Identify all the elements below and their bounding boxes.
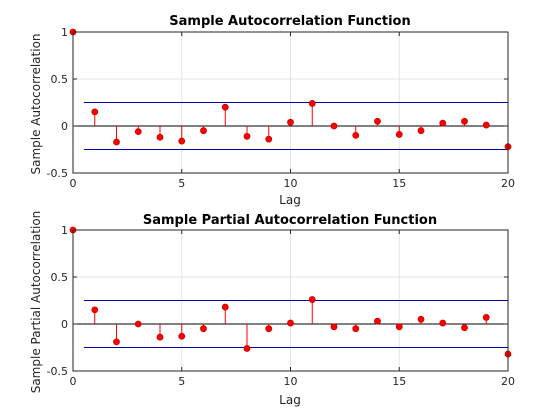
pacf-point-lag-13 bbox=[352, 325, 360, 333]
pacf-xlabel: Lag bbox=[279, 393, 301, 407]
pacf-point-lag-10 bbox=[287, 319, 294, 327]
pacf-ytick-label: 1 bbox=[61, 224, 68, 237]
acf-point-lag-2 bbox=[113, 138, 120, 146]
acf-ylabel: Sample Autocorrelation bbox=[29, 33, 43, 174]
pacf-point-lag-9 bbox=[265, 325, 273, 333]
acf-point-lag-11 bbox=[308, 100, 316, 107]
pacf-ytick-label: 0 bbox=[61, 318, 68, 331]
acf-point-lag-17 bbox=[439, 119, 447, 127]
pacf-point-lag-2 bbox=[113, 338, 120, 346]
acf-point-lag-6 bbox=[200, 127, 207, 135]
acf-point-lag-9 bbox=[265, 135, 273, 143]
pacf-point-lag-4 bbox=[156, 333, 164, 341]
acf-point-lag-7 bbox=[221, 103, 229, 111]
pacf-xtick-label: 15 bbox=[392, 375, 406, 388]
acf-point-lag-1 bbox=[91, 108, 99, 116]
acf-point-lag-8 bbox=[243, 132, 251, 140]
acf-ytick-label: 0.5 bbox=[51, 73, 69, 86]
acf-point-lag-14 bbox=[374, 117, 381, 125]
pacf-point-lag-17 bbox=[439, 319, 447, 327]
acf-point-lag-16 bbox=[417, 127, 425, 135]
acf-xtick-label: 5 bbox=[178, 177, 185, 190]
acf-ytick-label: -0.5 bbox=[47, 167, 68, 180]
acf-panel: Sample Autocorrelation Function Lag Samp… bbox=[29, 14, 515, 207]
pacf-ytick-label: 0.5 bbox=[51, 271, 69, 284]
pacf-point-lag-18 bbox=[461, 324, 468, 332]
pacf-title: Sample Partial Autocorrelation Function bbox=[143, 213, 437, 228]
pacf-point-lag-19 bbox=[482, 314, 490, 321]
acf-point-lag-5 bbox=[178, 137, 186, 145]
pacf-panel: Sample Partial Autocorrelation Function … bbox=[29, 211, 515, 407]
pacf-point-lag-7 bbox=[221, 303, 229, 311]
pacf-ytick-label: -0.5 bbox=[47, 365, 68, 378]
pacf-point-lag-15 bbox=[395, 323, 403, 331]
acf-point-lag-13 bbox=[352, 131, 360, 139]
acf-xlabel: Lag bbox=[279, 193, 301, 207]
pacf-xtick-label: 5 bbox=[178, 375, 185, 388]
acf-xtick-label: 20 bbox=[501, 177, 515, 190]
pacf-point-lag-11 bbox=[308, 296, 316, 303]
acf-xtick-label: 15 bbox=[392, 177, 406, 190]
acf-point-lag-3 bbox=[134, 128, 142, 136]
pacf-point-lag-1 bbox=[91, 306, 99, 314]
pacf-point-lag-14 bbox=[374, 317, 381, 325]
pacf-point-lag-6 bbox=[200, 325, 207, 333]
pacf-point-lag-8 bbox=[243, 345, 251, 352]
acf-point-lag-19 bbox=[482, 121, 490, 129]
pacf-ylabel: Sample Partial Autocorrelation bbox=[29, 211, 43, 394]
acf-xtick-label: 10 bbox=[284, 177, 298, 190]
pacf-xtick-label: 0 bbox=[70, 375, 77, 388]
acf-point-lag-12 bbox=[330, 122, 338, 130]
acf-ytick-label: 0 bbox=[61, 120, 68, 133]
acf-point-lag-10 bbox=[287, 118, 294, 126]
pacf-point-lag-3 bbox=[134, 320, 142, 328]
acf-point-lag-18 bbox=[461, 117, 468, 125]
pacf-point-lag-12 bbox=[330, 323, 338, 331]
pacf-point-lag-5 bbox=[178, 332, 186, 340]
acf-title: Sample Autocorrelation Function bbox=[169, 14, 410, 29]
acf-point-lag-4 bbox=[156, 133, 164, 141]
acf-point-lag-15 bbox=[395, 131, 403, 138]
acf-xtick-label: 0 bbox=[70, 177, 77, 190]
pacf-point-lag-16 bbox=[417, 315, 425, 323]
acf-ytick-label: 1 bbox=[61, 26, 68, 39]
pacf-xtick-label: 20 bbox=[501, 375, 515, 388]
pacf-xtick-label: 10 bbox=[284, 375, 298, 388]
